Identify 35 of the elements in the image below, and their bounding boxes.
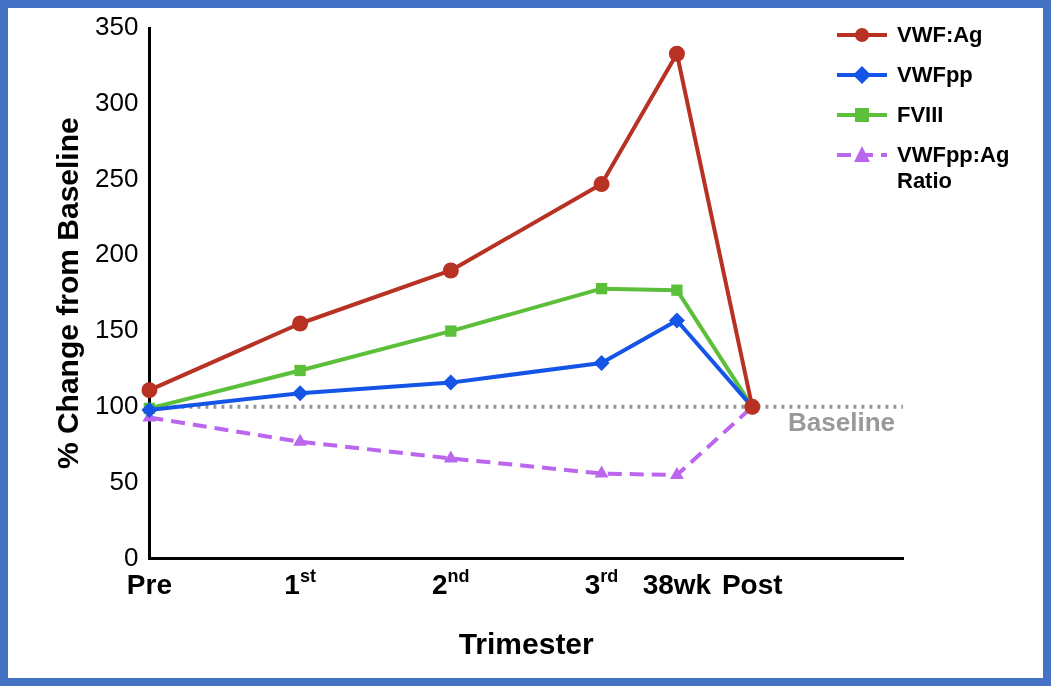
- x-tick-label: Pre: [126, 569, 172, 601]
- point: [671, 284, 683, 296]
- x-tick-label: Post: [721, 569, 783, 601]
- y-tick-label: 0: [123, 541, 139, 572]
- y-tick-label: 200: [94, 238, 139, 269]
- point: [668, 312, 685, 329]
- x-tick-label: 38wk: [642, 569, 712, 601]
- ref-line-label: Baseline: [788, 407, 895, 438]
- point: [293, 433, 308, 446]
- y-tick-label: 300: [94, 86, 139, 117]
- point: [141, 382, 158, 399]
- point: [593, 176, 610, 193]
- y-tick-label: 350: [94, 11, 139, 42]
- point: [442, 374, 459, 391]
- legend-label: VWFpp: [897, 62, 973, 88]
- y-axis-title: % Change from Baseline: [51, 117, 85, 470]
- y-tick-label: 250: [94, 162, 139, 193]
- point: [445, 325, 457, 337]
- point: [669, 467, 684, 480]
- legend-label: VWFpp:Ag Ratio: [897, 142, 1011, 194]
- y-tick-label: 150: [94, 314, 139, 345]
- point: [595, 283, 608, 295]
- legend-label: FVIII: [897, 102, 944, 128]
- point: [292, 315, 309, 332]
- y-tick-label: 50: [109, 465, 139, 496]
- point: [443, 450, 458, 463]
- point: [294, 364, 306, 377]
- point: [668, 45, 685, 62]
- point: [292, 385, 309, 402]
- legend-label: VWF:Ag: [897, 22, 983, 48]
- y-tick-label: 100: [94, 390, 139, 421]
- point: [593, 354, 610, 371]
- x-axis-title: Trimester: [458, 627, 595, 661]
- point: [442, 262, 459, 279]
- point: [594, 465, 609, 478]
